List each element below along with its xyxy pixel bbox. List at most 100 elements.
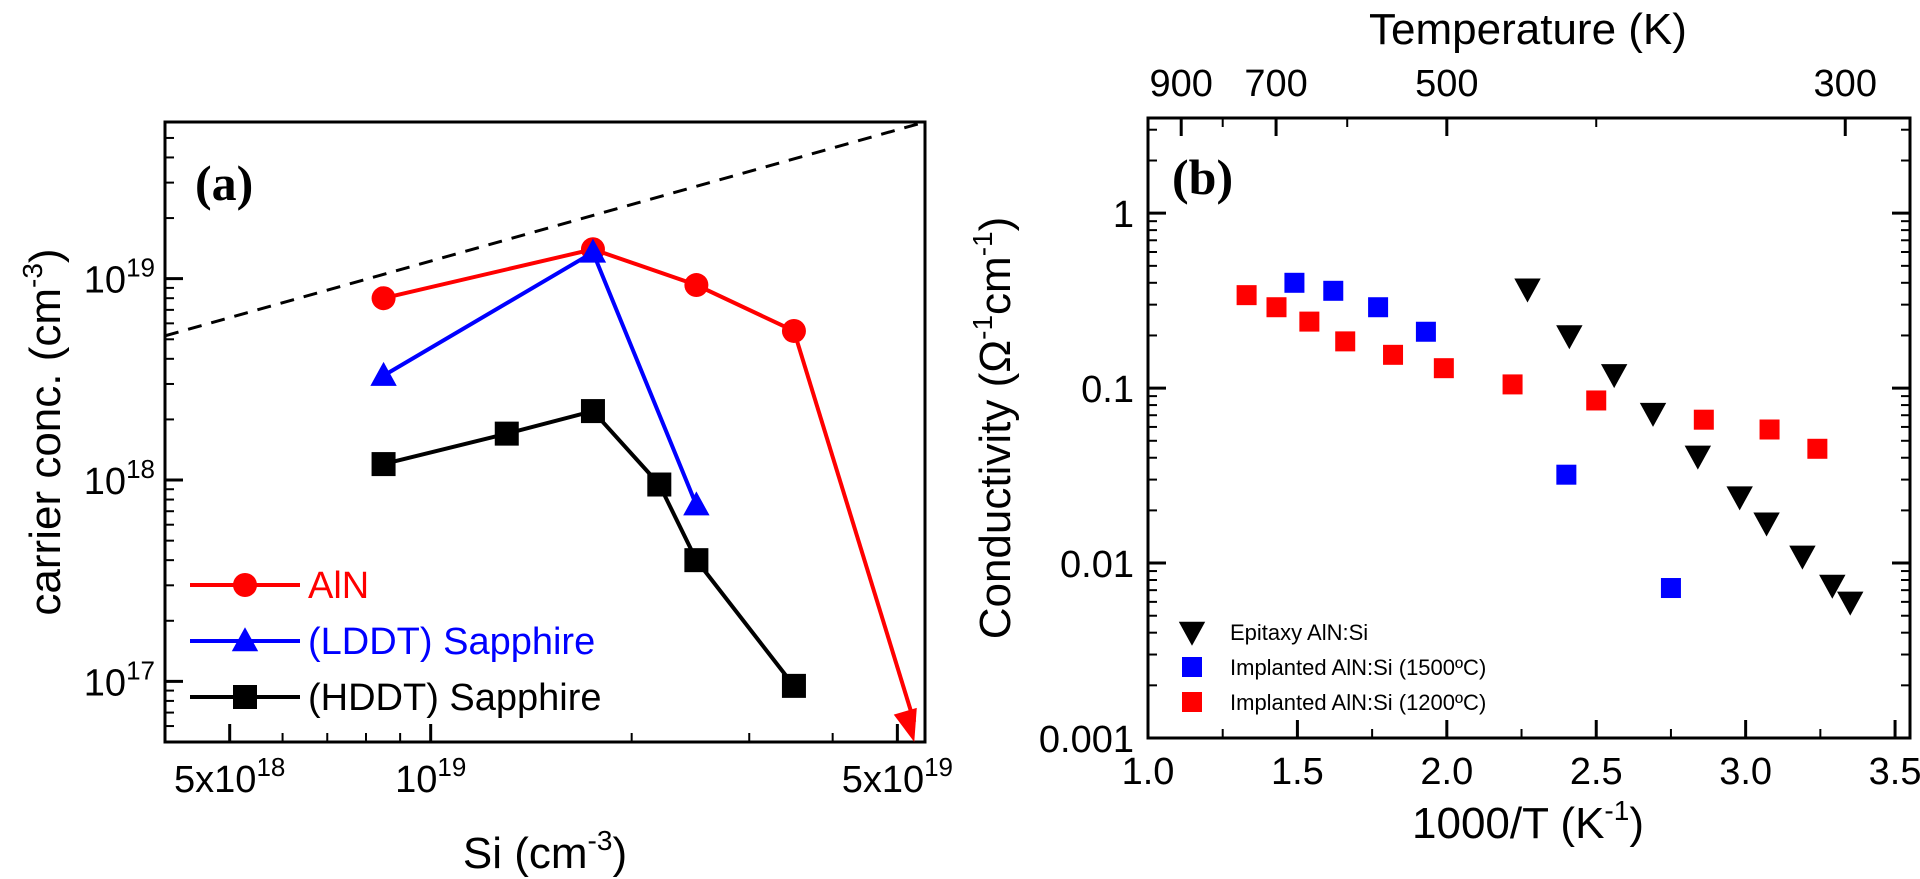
legend-label: (HDDT) Sapphire [308, 677, 602, 719]
y-tick-label: 1 [1113, 194, 1134, 236]
y-tick-label-mantissa: 10 [84, 260, 126, 302]
x-tick-label-mantissa: 5x10 [842, 759, 924, 801]
legend-marker [1178, 621, 1206, 646]
arrow-head [893, 707, 917, 742]
panel-b: (b) 1.0 1.5 2.0 2.5 3.0 3.5 1 0.1 0.01 0.001 900 70… [967, 5, 1920, 848]
data-point [1753, 512, 1780, 537]
legend-marker [233, 573, 257, 597]
legend-label: Implanted AlN:Si (1500ºC) [1230, 655, 1486, 680]
data-point [1693, 409, 1714, 430]
panel-a-series [370, 237, 917, 742]
y-tick-label: 1017 [84, 655, 155, 704]
x-tick-label: 1.5 [1271, 751, 1324, 793]
data-point [684, 273, 709, 298]
x-tick-label-exponent: 18 [256, 752, 285, 782]
top-tick-label: 500 [1415, 63, 1478, 105]
panel-a-plot-frame [163, 120, 927, 744]
y-tick-label: 0.001 [1039, 719, 1134, 761]
legend-label: AlN [308, 565, 369, 607]
x-tick-label: 1.0 [1122, 751, 1175, 793]
data-point [1368, 297, 1389, 318]
data-point [370, 361, 397, 386]
panel-b-label: (b) [1172, 149, 1233, 205]
data-point [1684, 445, 1712, 470]
series-line [383, 408, 796, 688]
legend-marker [1182, 657, 1202, 677]
data-point [1600, 364, 1628, 389]
data-point [781, 673, 806, 698]
panel-a-reference-line [164, 120, 926, 338]
x-tick-label-exponent: 19 [924, 752, 953, 782]
data-point [647, 472, 672, 497]
data-point [1323, 280, 1344, 301]
data-point [684, 548, 709, 573]
data-point [1433, 358, 1454, 379]
data-point [1759, 419, 1780, 440]
legend-label: Implanted AlN:Si (1200ºC) [1230, 690, 1486, 715]
legend-label: Epitaxy AlN:Si [1230, 620, 1368, 645]
y-tick-label-exponent: 19 [126, 253, 155, 283]
data-point [1284, 272, 1305, 293]
dashed-reference-line [164, 120, 926, 338]
data-point [579, 238, 607, 263]
data-point [1383, 344, 1404, 365]
data-point [1789, 545, 1816, 570]
data-point [371, 452, 396, 477]
data-point [1514, 278, 1541, 303]
data-point [1807, 438, 1828, 459]
top-tick-label: 900 [1149, 63, 1212, 105]
x-tick-label: 3.5 [1869, 751, 1920, 793]
data-point [1837, 591, 1864, 616]
arrow-shaft [792, 330, 917, 723]
panel-a-legend: AlN (LDDT) Sapphire (HDDT) Sapphire [190, 565, 602, 719]
x-tick-label: 2.0 [1420, 751, 1473, 793]
panel-b-top-axis-label: Temperature (K) [1369, 5, 1687, 54]
data-point [683, 491, 710, 516]
series-line [383, 247, 795, 333]
data-point [1266, 297, 1287, 318]
data-point [1556, 325, 1583, 350]
y-tick-label-exponent: 18 [126, 454, 155, 484]
data-point [1726, 486, 1753, 511]
legend-label: (LDDT) Sapphire [308, 621, 595, 663]
y-tick-label: 0.1 [1081, 369, 1134, 411]
x-tick-label: 2.5 [1570, 751, 1623, 793]
y-tick-label-mantissa: 10 [84, 662, 126, 704]
data-point [1660, 578, 1681, 599]
panel-a-label: (a) [195, 155, 253, 211]
data-point [781, 318, 806, 343]
top-tick-label: 700 [1244, 63, 1307, 105]
x-tick-label: 5x1018 [174, 752, 285, 801]
x-tick-label-mantissa: 5x10 [174, 759, 256, 801]
x-tick-label: 5x1019 [842, 752, 953, 801]
data-point [1586, 390, 1607, 411]
panel-a-y-axis-label: carrier conc. (cm-3) [17, 248, 70, 615]
data-point [1299, 311, 1320, 332]
data-point [1556, 464, 1577, 485]
data-point [1335, 331, 1356, 352]
panel-b-y-axis-label: Conductivity (Ω-1cm-1) [967, 217, 1020, 640]
panel-b-ticks: 1.0 1.5 2.0 2.5 3.0 3.5 1 0.1 0.01 0.001 900 700 500… [1039, 63, 1920, 793]
legend-marker [231, 627, 259, 652]
top-tick-label: 300 [1814, 63, 1877, 105]
data-point [580, 399, 605, 424]
legend-marker [1182, 692, 1202, 712]
data-point [494, 421, 519, 446]
x-tick-label: 1019 [395, 752, 466, 801]
data-point [1639, 402, 1667, 427]
data-point [371, 286, 396, 311]
x-tick-label-exponent: 19 [437, 752, 466, 782]
data-point [1819, 574, 1846, 599]
data-point [1236, 285, 1257, 306]
panel-b-plot-frame [1146, 116, 1912, 740]
panel-b-legend: Epitaxy AlN:Si Implanted AlN:Si (1500ºC) I… [1178, 620, 1486, 715]
data-point [1502, 374, 1523, 395]
legend-marker [233, 685, 257, 709]
panel-b-series [1236, 272, 1864, 616]
x-tick-label: 3.0 [1719, 751, 1772, 793]
y-tick-label: 1018 [84, 454, 155, 503]
data-point [1415, 321, 1436, 342]
